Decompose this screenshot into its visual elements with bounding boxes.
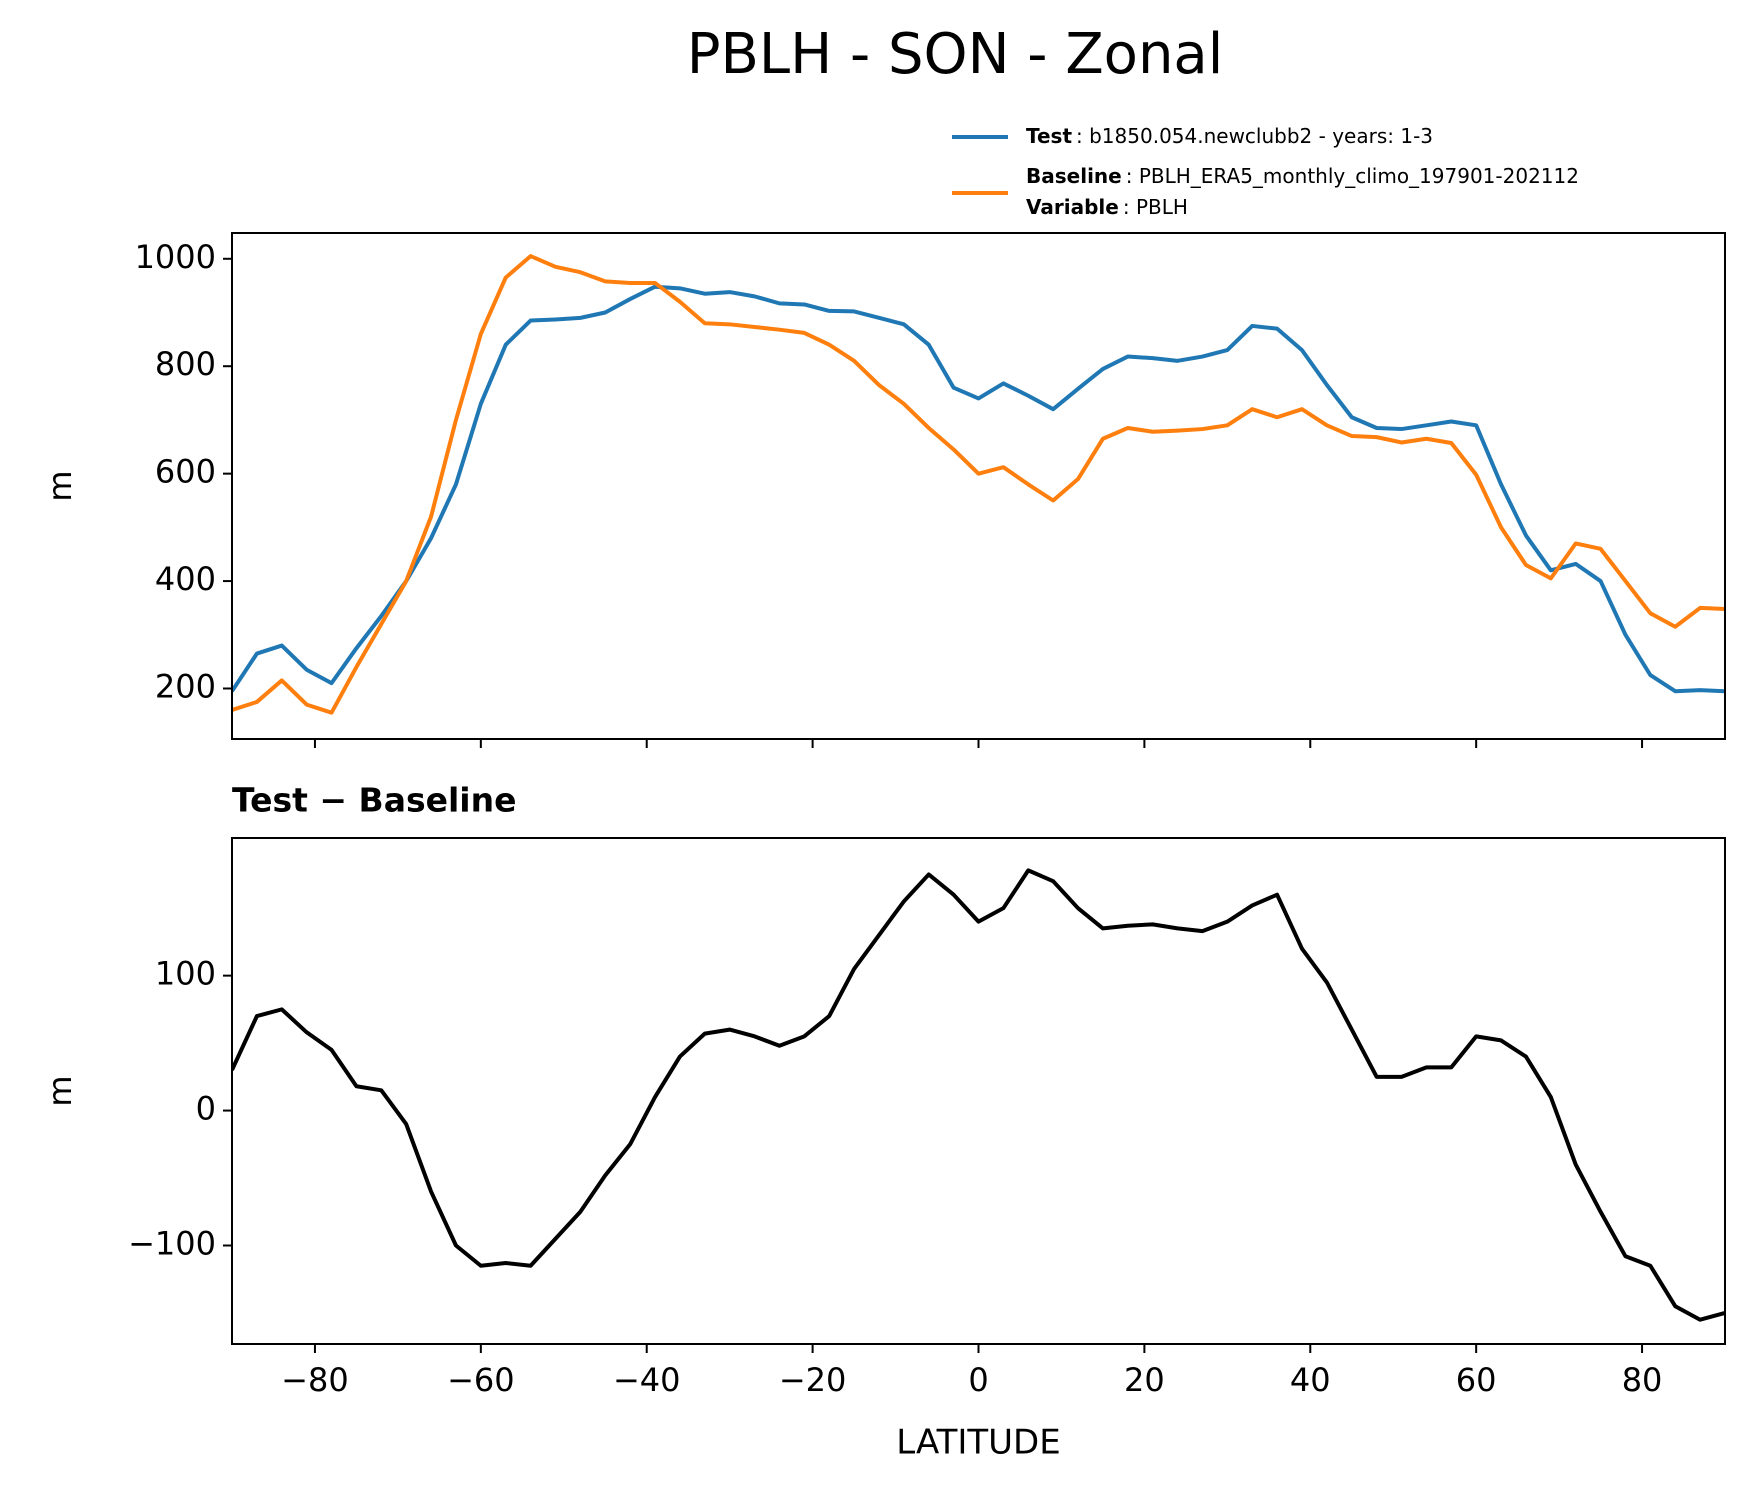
x-tick-label: −80	[281, 1361, 349, 1399]
y-tick-label: 100	[155, 955, 216, 993]
x-tick-label: 40	[1290, 1361, 1331, 1399]
x-tick-label: −40	[613, 1361, 681, 1399]
legend-name: Variable	[1026, 195, 1119, 219]
legend-name: Test	[1026, 124, 1072, 148]
y-tick-label: 1000	[135, 238, 216, 276]
x-tick-label: −60	[447, 1361, 515, 1399]
y-tick-label: 800	[155, 345, 216, 383]
legend-entry: Variable: PBLH	[1026, 195, 1188, 219]
x-tick-label: 80	[1622, 1361, 1663, 1399]
legend-entry: Test: b1850.054.newclubb2 - years: 1-3	[1026, 124, 1433, 148]
y-axis-label: m	[41, 1075, 79, 1106]
y-tick-label: 400	[155, 560, 216, 598]
x-tick-label: 0	[968, 1361, 988, 1399]
data-line	[232, 254, 1725, 715]
y-tick-label: 600	[155, 453, 216, 491]
y-tick-label: 0	[196, 1090, 216, 1128]
x-tick-label: 60	[1456, 1361, 1497, 1399]
x-tick-label: −20	[779, 1361, 847, 1399]
legend-label: : b1850.054.newclubb2 - years: 1-3	[1076, 124, 1433, 148]
y-tick-label: 200	[155, 668, 216, 706]
data-line	[232, 284, 1725, 694]
x-axis-label: LATITUDE	[896, 1423, 1060, 1463]
chart-title: PBLH - SON - Zonal	[687, 22, 1224, 87]
legend-label: : PBLH_ERA5_monthly_climo_197901-202112	[1126, 164, 1579, 188]
x-tick-label: 20	[1124, 1361, 1165, 1399]
legend-label: : PBLH	[1123, 195, 1188, 219]
y-tick-label: −100	[128, 1224, 216, 1262]
legend-entry: Baseline: PBLH_ERA5_monthly_climo_197901…	[1026, 164, 1579, 188]
data-line	[232, 868, 1725, 1322]
panel-title: Test − Baseline	[232, 781, 517, 820]
legend-name: Baseline	[1026, 164, 1122, 188]
y-axis-label: m	[41, 470, 79, 501]
